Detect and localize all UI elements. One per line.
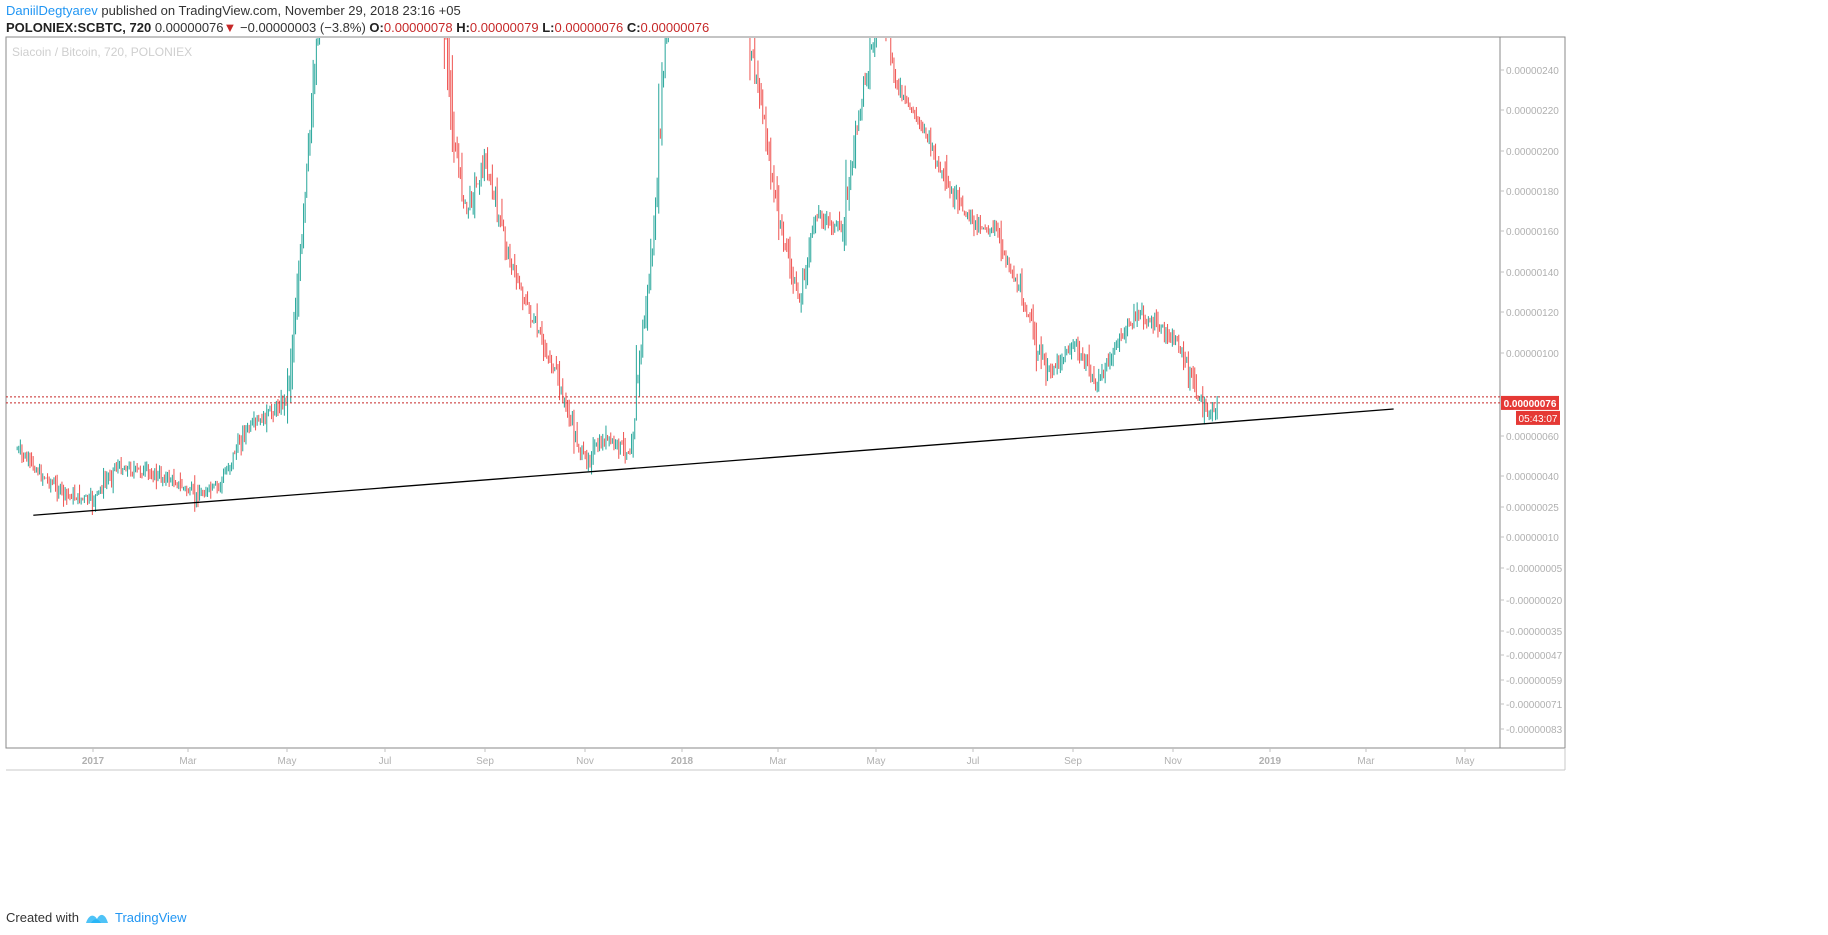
time-tick-label: 2017 — [82, 756, 105, 767]
candles — [16, 38, 1218, 516]
price-tick-label: 0.00000140 — [1506, 268, 1559, 279]
chart-title: Siacoin / Bitcoin, 720, POLONIEX — [12, 45, 192, 59]
time-tick-label: Sep — [476, 756, 494, 767]
time-tick-label: Jul — [379, 756, 392, 767]
price-tick-label: -0.00000005 — [1506, 564, 1563, 575]
last-value: 0.00000076 — [154, 20, 224, 35]
symbol-label: POLONIEX:SCBTC, 720 — [6, 20, 152, 35]
open-label: O: — [369, 20, 384, 35]
time-tick-label: May — [867, 756, 886, 767]
created-with-text: Created with — [6, 910, 79, 925]
close-value: 0.00000076 — [640, 20, 710, 35]
time-tick-label: Sep — [1064, 756, 1082, 767]
price-tick-label: 0.00000060 — [1506, 432, 1559, 443]
time-axis-ticks: 2017 Mar May Jul Sep Nov 2018 Mar May Jul Sep Nov 20… — [82, 748, 1475, 767]
price-tick-label: 0.00000180 — [1506, 187, 1559, 198]
price-tick-label: 0.00000240 — [1506, 66, 1559, 77]
price-tick-label: 0.00000100 — [1506, 349, 1559, 360]
price-tick-label: -0.00000020 — [1506, 596, 1563, 607]
price-tick-label: 0.00000200 — [1506, 147, 1559, 158]
low-value: 0.00000076 — [554, 20, 624, 35]
price-axis-ticks: 0.00000240 0.00000220 0.00000200 0.00000180… — [1500, 66, 1563, 736]
price-tick-label: -0.00000059 — [1506, 676, 1563, 687]
footer: Created with TradingView — [6, 910, 187, 925]
high-value: 0.00000079 — [469, 20, 539, 35]
published-text: published on TradingView.com, November 2… — [101, 3, 461, 18]
countdown-badge — [1516, 410, 1560, 425]
plot-frame — [5, 36, 1566, 749]
time-tick-label: Mar — [179, 756, 197, 767]
current-price-label: 0.00000076 — [1504, 399, 1557, 410]
time-tick-label: Mar — [769, 756, 787, 767]
ohlc-line: POLONIEX:SCBTC, 720 0.00000076▼ −0.00000… — [6, 20, 709, 35]
time-tick-label: May — [1456, 756, 1475, 767]
price-tick-label: 0.00000025 — [1506, 503, 1559, 514]
change-value: −0.00000003 (−3.8%) — [240, 20, 366, 35]
tradingview-brand-label: TradingView — [114, 910, 187, 925]
time-tick-label: Jul — [967, 756, 980, 767]
price-tick-label: 0.00000120 — [1506, 308, 1559, 319]
time-tick-label: May — [278, 756, 297, 767]
price-tick-label: -0.00000035 — [1506, 627, 1563, 638]
price-tick-label: -0.00000047 — [1506, 651, 1563, 662]
time-tick-label: Nov — [1164, 756, 1182, 767]
close-label: C: — [626, 20, 641, 35]
support-trendline — [33, 408, 1394, 516]
price-tick-label: 0.00000160 — [1506, 227, 1559, 238]
tradingview-brand-link[interactable]: TradingView — [85, 910, 187, 925]
publisher-line: DaniilDegtyarev published on TradingView… — [6, 3, 461, 18]
price-tick-label: -0.00000083 — [1506, 725, 1563, 736]
author-link[interactable]: DaniilDegtyarev — [6, 3, 98, 18]
time-tick-label: 2019 — [1259, 756, 1282, 767]
time-tick-label: Nov — [576, 756, 594, 767]
time-tick-label: Mar — [1357, 756, 1375, 767]
time-tick-label: 2018 — [671, 756, 694, 767]
tradingview-logo-icon — [85, 914, 108, 923]
price-tick-label: 0.00000040 — [1506, 472, 1559, 483]
low-label: L: — [542, 20, 555, 35]
high-label: H: — [456, 20, 470, 35]
countdown-label: 05:43:07 — [1519, 414, 1558, 425]
open-value: 0.00000078 — [383, 20, 453, 35]
down-arrow-icon: ▼ — [223, 20, 237, 35]
price-tick-label: 0.00000010 — [1506, 533, 1559, 544]
price-tick-label: 0.00000220 — [1506, 106, 1559, 117]
current-price-badge — [1501, 395, 1559, 410]
price-tick-label: -0.00000071 — [1506, 700, 1563, 711]
